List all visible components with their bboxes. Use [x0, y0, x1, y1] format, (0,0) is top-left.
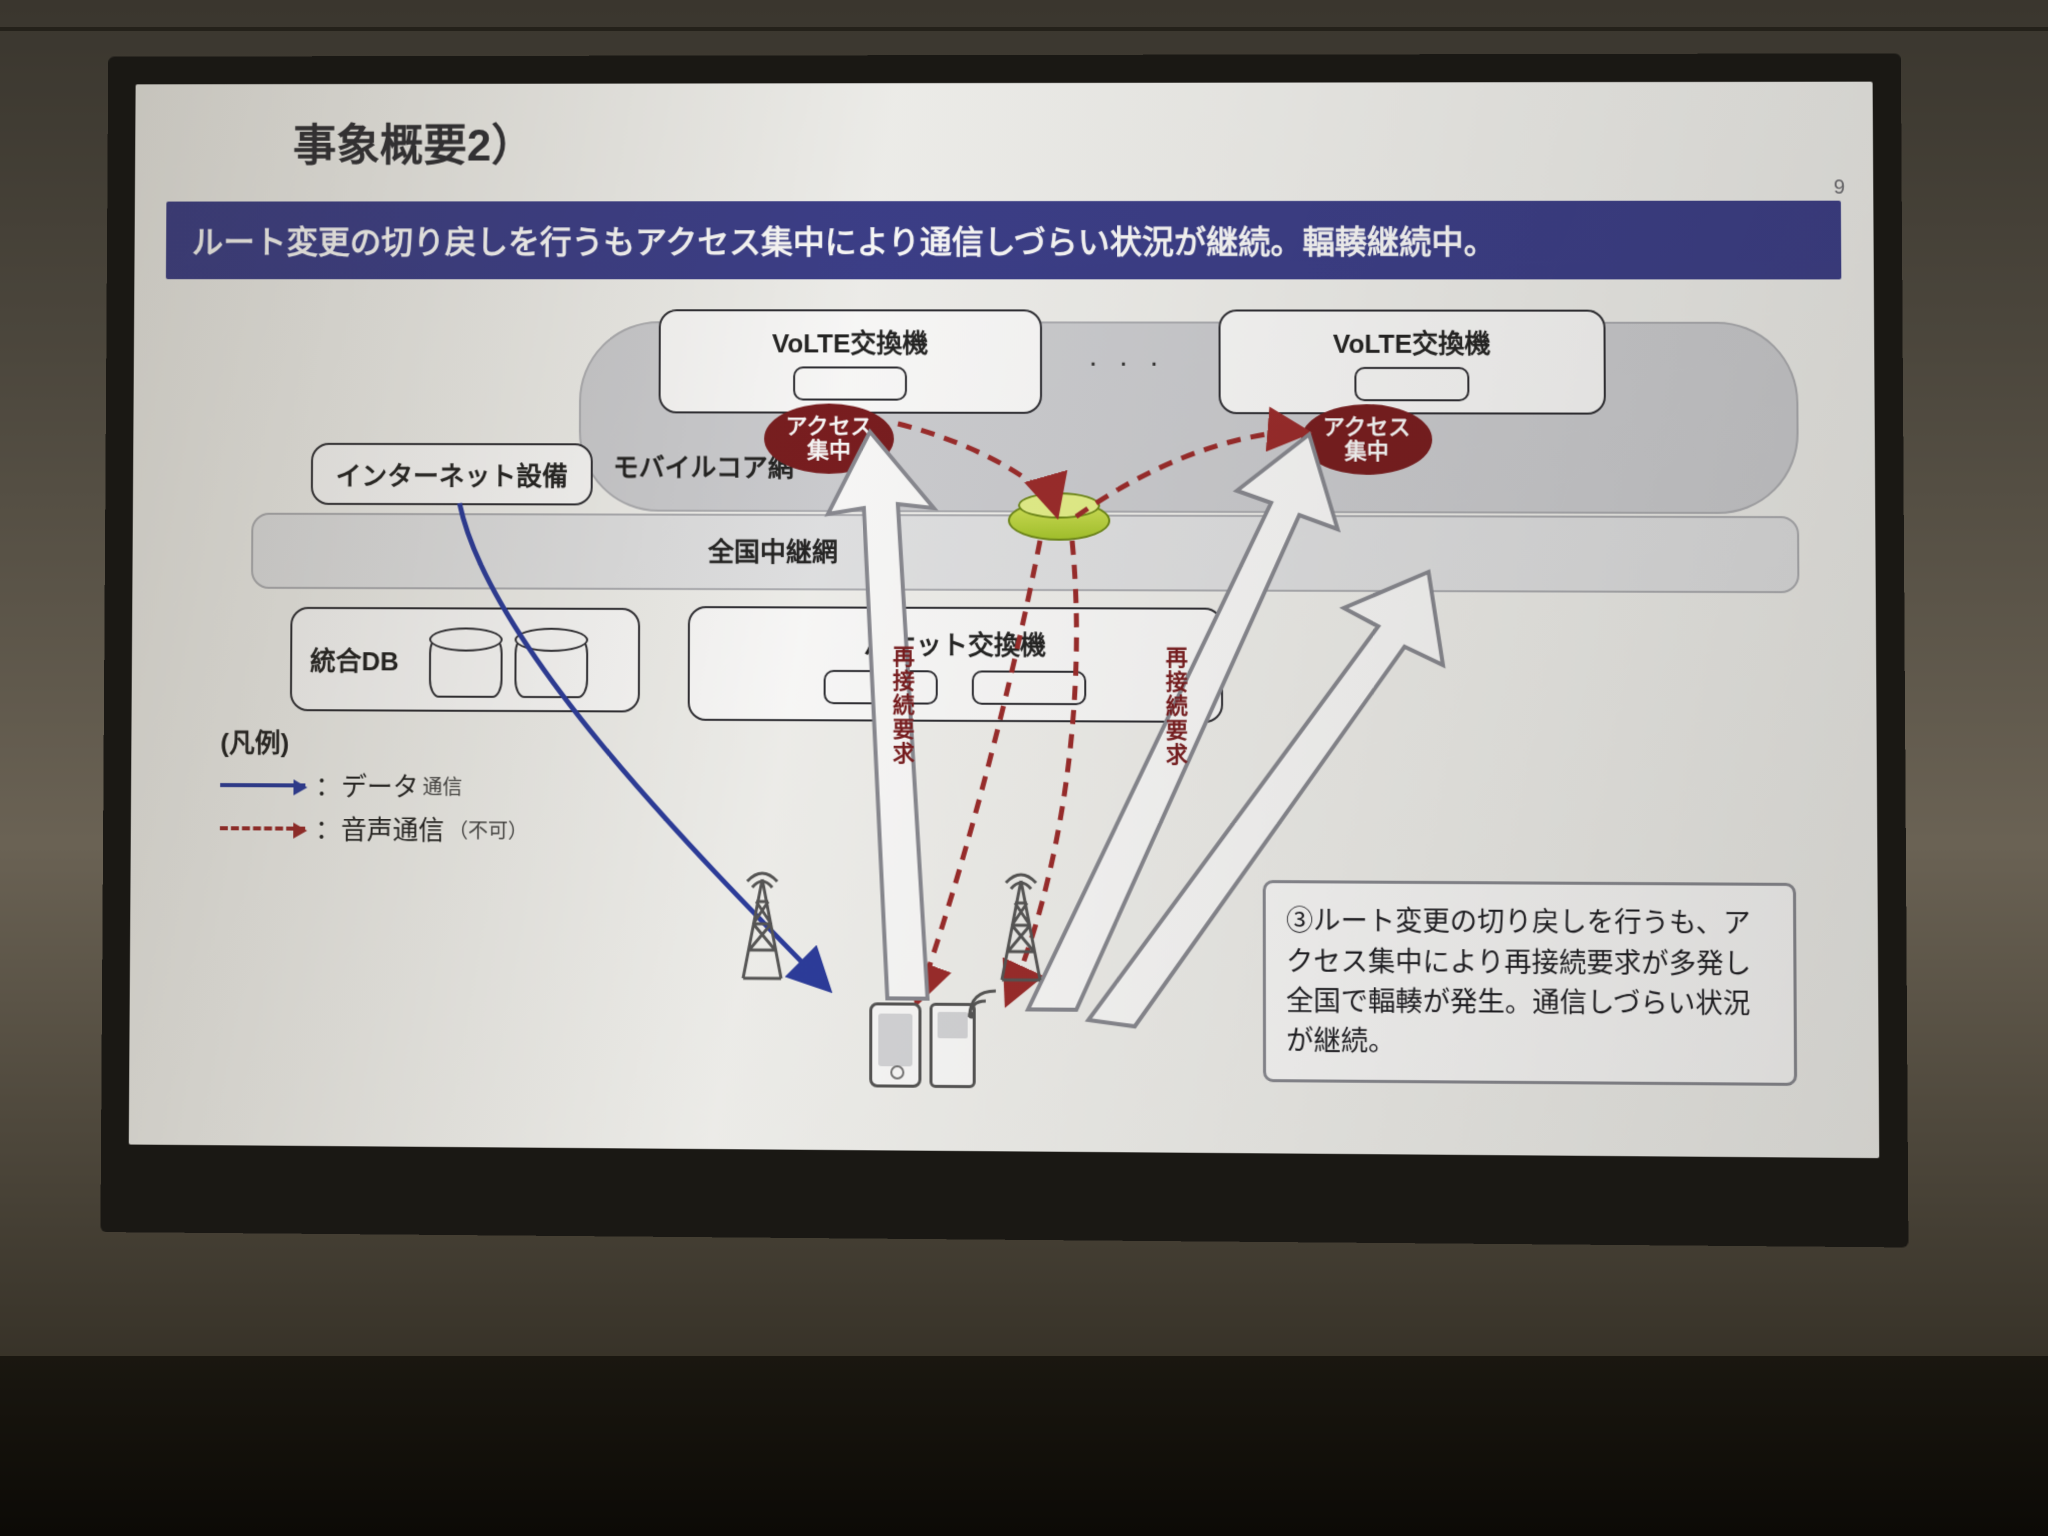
integrated-db-label: 統合DB [310, 641, 399, 678]
foreground-desk [0, 1356, 2048, 1536]
access-badge-left-l2: 集中 [807, 439, 851, 463]
legend-voice-label: ：音声通信 [315, 810, 444, 848]
reconnect-label-right: 再接続要求 [1159, 646, 1191, 767]
volte-box-right: VoLTE交換機 [1218, 309, 1605, 414]
router-icon [1008, 500, 1110, 541]
slide-canvas: 事象概要2） 9 ルート変更の切り戻しを行うもアクセス集中により通信しづらい状況… [129, 82, 1879, 1158]
volte-right-label: VoLTE交換機 [1333, 323, 1491, 360]
legend-voice-line [220, 826, 305, 830]
legend-data-label: ：データ [315, 766, 418, 804]
access-badge-left: アクセス 集中 [764, 403, 894, 473]
page-number: 9 [1833, 176, 1844, 199]
volte-box-left: VoLTE交換機 [659, 309, 1042, 414]
access-badge-right: アクセス 集中 [1301, 404, 1432, 475]
volte-right-inner [1354, 366, 1469, 400]
cell-tower-left [737, 871, 787, 982]
callout-text: ③ルート変更の切り戻しを行うも、アクセス集中により再接続要求が多発し全国で輻輳が… [1286, 906, 1751, 1056]
access-badge-right-l1: アクセス [1323, 415, 1411, 440]
legend-voice-suffix: （不可） [448, 814, 528, 844]
access-badge-left-l1: アクセス [786, 414, 873, 438]
access-badge-right-l2: 集中 [1344, 439, 1388, 463]
db-cylinder-2 [514, 636, 588, 699]
legend: (凡例) ：データ 通信 ：音声通信 （不可） [220, 723, 528, 848]
volte-left-label: VoLTE交換機 [772, 323, 928, 360]
slide-banner: ルート変更の切り戻しを行うもアクセス集中により通信しづらい状況が継続。輻輳継続中… [166, 201, 1841, 280]
db-cylinder-1 [429, 635, 503, 698]
slide-title: 事象概要2） [293, 110, 535, 174]
wall-seam [0, 27, 2048, 31]
volte-left-inner [793, 366, 907, 400]
packet-inner-2 [972, 670, 1086, 705]
packet-exchange-box: パケット交換機 [688, 606, 1223, 723]
mobile-core-label: モバイルコア網 [613, 447, 794, 484]
legend-data-suffix: 通信 [423, 771, 463, 800]
wifi-waves-icon [966, 987, 1000, 1022]
legend-data-line [220, 783, 305, 787]
cell-tower-right [996, 873, 1046, 985]
internet-equipment-box: インターネット設備 [311, 443, 593, 506]
callout-box: ③ルート変更の切り戻しを行うも、アクセス集中により再接続要求が多発し全国で輻輳が… [1263, 880, 1797, 1085]
packet-inner-1 [824, 669, 938, 704]
smartphone-icon [869, 1002, 921, 1087]
legend-header: (凡例) [220, 723, 528, 761]
reconnect-label-left: 再接続要求 [886, 645, 918, 766]
internet-equipment-label: インターネット設備 [336, 455, 568, 492]
ellipsis-dots: · · · [1088, 346, 1165, 380]
national-relay-label: 全国中継網 [708, 532, 838, 570]
